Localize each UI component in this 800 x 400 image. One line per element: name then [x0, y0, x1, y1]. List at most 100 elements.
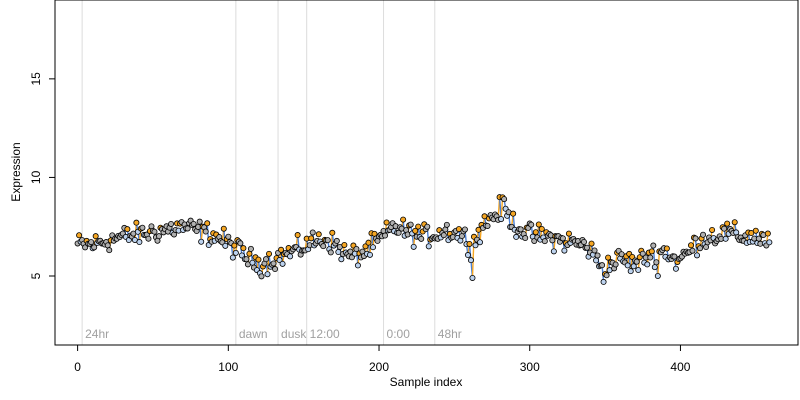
data-point: [663, 245, 670, 252]
event-label: 12:00: [310, 327, 340, 341]
data-point: [106, 247, 113, 254]
data-point: [91, 244, 98, 251]
data-point: [639, 250, 646, 257]
data-point: [133, 219, 140, 226]
data-point: [204, 220, 211, 227]
data-point: [755, 235, 762, 242]
data-point: [272, 266, 279, 273]
data-point: [240, 245, 247, 252]
data-point: [382, 232, 389, 239]
data-point: [92, 233, 99, 240]
data-point: [700, 231, 707, 238]
data-point: [136, 239, 143, 246]
y-tick-label: 5: [29, 272, 43, 279]
data-point: [591, 247, 598, 254]
data-point: [764, 230, 771, 237]
data-point: [412, 227, 419, 234]
data-point: [630, 263, 637, 270]
data-point: [383, 219, 390, 226]
data-point: [599, 262, 606, 269]
data-point: [407, 221, 414, 228]
data-point: [231, 242, 238, 249]
data-point: [627, 268, 634, 275]
data-point: [278, 246, 285, 253]
data-point: [400, 216, 407, 223]
data-point: [333, 237, 340, 244]
data-point: [440, 232, 447, 239]
x-axis: 0 100 200 300 400: [74, 344, 691, 374]
data-point: [600, 278, 607, 285]
data-point: [418, 235, 425, 242]
data-point: [425, 243, 432, 250]
data-point: [155, 233, 162, 240]
y-tick-label: 10: [29, 170, 43, 184]
data-point: [266, 250, 273, 257]
x-tick-label: 0: [74, 360, 81, 374]
data-point: [654, 272, 661, 279]
data-point: [276, 257, 283, 264]
data-point: [651, 264, 658, 271]
data-point: [415, 223, 422, 230]
data-point: [88, 239, 95, 246]
data-point: [139, 224, 146, 231]
data-segment: [206, 223, 210, 246]
x-tick-label: 200: [369, 360, 389, 374]
data-point: [324, 237, 331, 244]
data-point: [287, 253, 294, 260]
data-point: [327, 249, 334, 256]
y-axis-title: Expression: [9, 142, 23, 201]
data-point: [510, 210, 517, 217]
data-point: [594, 252, 601, 259]
data-point: [650, 242, 657, 249]
data-point: [309, 229, 316, 236]
data-point: [513, 233, 520, 240]
data-point: [466, 240, 473, 247]
event-label: 24hr: [85, 327, 109, 341]
data-point: [262, 256, 269, 263]
data-point: [472, 242, 479, 249]
data-point: [603, 272, 610, 279]
data-point: [247, 245, 254, 252]
data-point: [198, 238, 205, 245]
data-point: [354, 262, 361, 269]
event-label: 48hr: [438, 327, 462, 341]
data-point: [353, 246, 360, 253]
x-tick-label: 300: [520, 360, 540, 374]
data-point: [243, 256, 250, 263]
y-tick-label: 15: [29, 72, 43, 86]
event-lines: [81, 0, 436, 345]
data-point: [338, 256, 345, 263]
data-point: [484, 222, 491, 229]
data-point: [229, 254, 236, 261]
data-point: [541, 238, 548, 245]
data-point: [249, 259, 256, 266]
data-point: [752, 227, 759, 234]
event-label: dusk: [281, 327, 307, 341]
data-point: [294, 232, 301, 239]
data-point: [464, 252, 471, 259]
data-point: [535, 221, 542, 228]
data-point: [410, 243, 417, 250]
data-points: [74, 194, 773, 285]
data-point: [443, 221, 450, 228]
data-point: [76, 232, 83, 239]
data-point: [635, 267, 642, 274]
data-point: [145, 235, 152, 242]
data-point: [731, 219, 738, 226]
data-point: [689, 247, 696, 254]
data-point: [424, 223, 431, 230]
data-point: [517, 226, 524, 233]
data-point: [498, 216, 505, 223]
data-point: [697, 245, 704, 252]
data-point: [588, 240, 595, 247]
data-point: [605, 254, 612, 261]
event-label: dawn: [239, 327, 268, 341]
data-point: [550, 248, 557, 255]
data-point: [580, 238, 587, 245]
data-point: [369, 244, 376, 251]
data-point: [559, 235, 566, 242]
plot-frame: [54, 0, 799, 346]
data-point: [320, 243, 327, 250]
data-point: [151, 228, 158, 235]
